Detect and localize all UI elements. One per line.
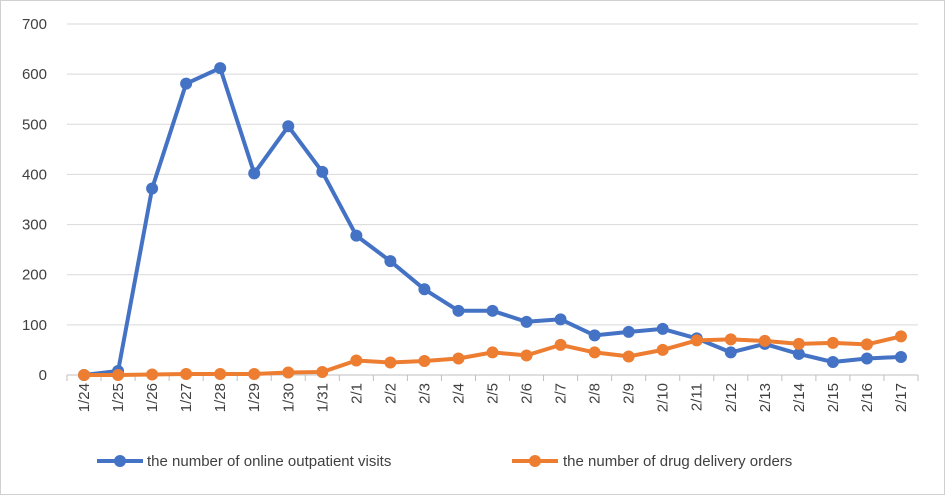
legend-swatch-marker <box>529 455 541 467</box>
legend-item-2: the number of drug delivery orders <box>512 453 792 470</box>
data-point <box>282 120 295 133</box>
legend: the number of online outpatient visits th… <box>97 453 792 470</box>
x-tick-label: 2/14 <box>791 383 808 412</box>
data-point <box>180 367 193 380</box>
x-tick-label: 1/24 <box>76 383 93 412</box>
x-tick-label: 2/11 <box>689 383 706 411</box>
x-tick-label: 2/6 <box>519 383 536 404</box>
x-tick-label: 1/31 <box>314 383 331 412</box>
data-point <box>792 347 805 360</box>
x-tick-label: 2/12 <box>723 383 740 412</box>
y-tick-label: 500 <box>22 116 47 133</box>
data-point <box>350 354 363 367</box>
x-tick-label: 2/10 <box>655 383 672 412</box>
data-point <box>588 329 601 342</box>
data-point <box>384 356 397 369</box>
data-point <box>486 346 499 359</box>
data-point <box>656 322 669 335</box>
data-point <box>826 336 839 349</box>
y-tick-label: 400 <box>22 166 47 183</box>
x-tick-label: 2/3 <box>416 383 433 404</box>
data-point <box>112 369 125 381</box>
legend-label: the number of drug delivery orders <box>563 453 792 470</box>
data-point <box>180 77 193 90</box>
data-point <box>418 354 431 367</box>
series-1 <box>78 62 907 381</box>
data-point <box>860 338 873 351</box>
data-point <box>316 365 329 378</box>
y-tick-label: 700 <box>22 16 47 33</box>
x-tick-label: 2/16 <box>859 383 876 412</box>
data-point <box>860 352 873 365</box>
data-point <box>520 349 533 362</box>
x-axis-ticks: 1/24 1/25 1/26 1/27 1/28 1/29 1/30 1/31 2/1 2/2 2/… <box>76 383 910 412</box>
data-point <box>520 315 533 328</box>
data-point <box>316 165 329 178</box>
data-point <box>214 367 227 380</box>
data-point <box>146 368 159 381</box>
x-tick-label: 2/13 <box>757 383 774 412</box>
x-tick-label: 2/7 <box>553 383 570 404</box>
data-point <box>146 182 159 195</box>
x-tick-label: 1/26 <box>144 383 161 412</box>
x-tick-label: 1/29 <box>246 383 263 412</box>
data-point <box>758 334 771 347</box>
gridlines <box>67 23 918 326</box>
data-point <box>554 338 567 351</box>
y-tick-label: 0 <box>39 367 47 384</box>
data-point <box>588 346 601 359</box>
x-tick-label: 2/1 <box>348 383 365 404</box>
data-point <box>826 355 839 368</box>
series-2 <box>78 330 907 381</box>
series-line <box>82 66 903 377</box>
data-point <box>248 367 261 380</box>
data-point <box>894 350 907 363</box>
data-point <box>248 167 261 180</box>
data-point <box>452 304 465 317</box>
y-axis-ticks: 0 100 200 300 400 500 600 700 <box>22 16 47 384</box>
data-point <box>486 304 499 317</box>
x-tick-label: 2/2 <box>382 383 399 404</box>
data-point <box>724 333 737 346</box>
x-tick-label: 2/4 <box>450 383 467 404</box>
x-tick-label: 1/30 <box>280 383 297 412</box>
x-tick-label: 2/9 <box>621 383 638 404</box>
data-point <box>350 229 363 242</box>
y-tick-label: 100 <box>22 317 47 334</box>
y-tick-label: 600 <box>22 66 47 83</box>
data-point <box>724 346 737 359</box>
x-tick-label: 2/8 <box>587 383 604 404</box>
data-point <box>894 330 907 343</box>
x-tick-label: 2/15 <box>825 383 842 412</box>
legend-swatch-marker <box>114 455 126 467</box>
data-point <box>656 343 669 356</box>
data-point <box>78 369 91 381</box>
data-point <box>792 337 805 350</box>
data-point <box>418 283 431 296</box>
data-point <box>452 352 465 365</box>
data-point <box>690 334 703 347</box>
x-tick-label: 2/5 <box>485 383 502 404</box>
legend-label: the number of online outpatient visits <box>147 453 391 470</box>
y-tick-label: 200 <box>22 267 47 284</box>
data-point <box>622 350 635 363</box>
data-point <box>622 325 635 338</box>
x-tick-label: 2/17 <box>893 383 910 412</box>
y-tick-label: 300 <box>22 217 47 234</box>
x-tick-label: 1/28 <box>212 383 229 412</box>
data-point <box>554 313 567 326</box>
data-point <box>282 366 295 379</box>
legend-item-1: the number of online outpatient visits <box>97 453 391 470</box>
series-group <box>78 62 907 381</box>
data-point <box>214 62 227 75</box>
data-point <box>384 255 397 268</box>
x-tick-label: 1/27 <box>178 383 195 412</box>
x-tick-label: 1/25 <box>110 383 127 412</box>
